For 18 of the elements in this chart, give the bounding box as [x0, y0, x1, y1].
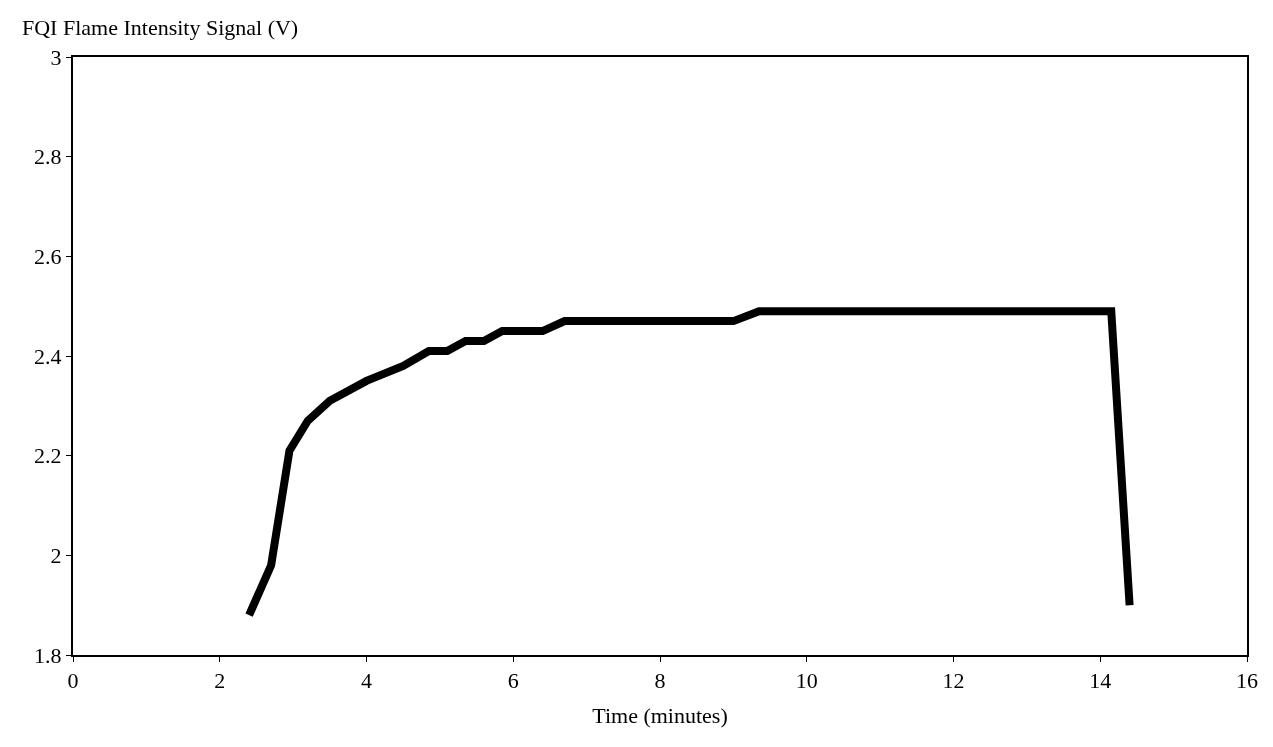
x-tick-label: 4	[361, 668, 372, 694]
x-tick-label: 14	[1089, 668, 1112, 694]
x-tick-label: 10	[795, 668, 818, 694]
x-tick-label: 8	[654, 668, 666, 694]
y-tick-label: 2.4	[34, 343, 62, 369]
y-tick-label: 2.8	[34, 144, 62, 170]
y-axis-title: FQI Flame Intensity Signal (V)	[22, 15, 299, 40]
y-tick-label: 1.8	[34, 642, 62, 668]
x-tick-label: 12	[942, 668, 965, 694]
y-tick-label: 2.2	[34, 443, 62, 469]
y-tick-label: 3	[50, 44, 62, 70]
y-tick-label: 2.6	[34, 244, 62, 270]
x-axis-title: Time (minutes)	[592, 702, 728, 728]
x-tick-label: 6	[507, 668, 519, 694]
x-tick-label: 0	[67, 668, 79, 694]
y-tick-label: 2	[50, 543, 62, 569]
x-tick-label: 2	[214, 668, 226, 694]
x-tick-label: 16	[1236, 668, 1258, 694]
